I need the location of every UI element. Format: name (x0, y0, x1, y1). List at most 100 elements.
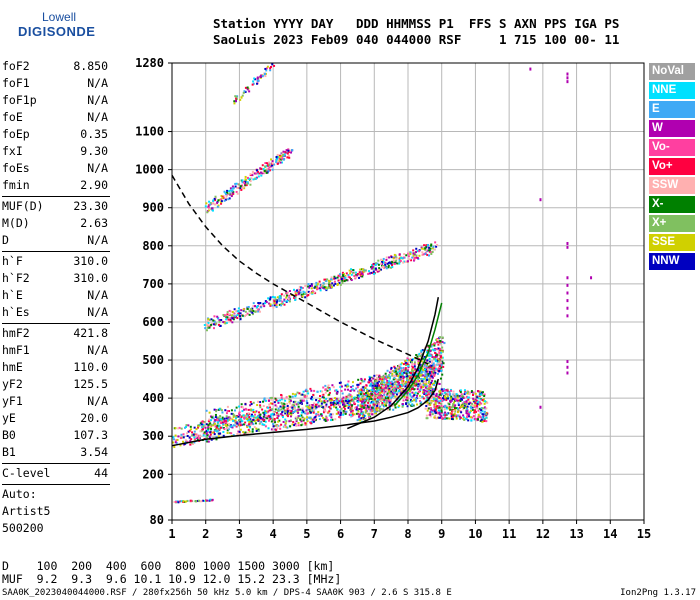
echo-point (343, 280, 346, 283)
echo-point (448, 403, 451, 406)
echo-point (239, 318, 242, 321)
echo-point (351, 409, 354, 412)
echo-point (282, 402, 285, 405)
echo-point (432, 371, 435, 374)
echo-point (244, 180, 247, 183)
echo-point (478, 391, 481, 394)
echo-point (432, 245, 435, 248)
echo-point (220, 198, 223, 201)
echo-point (392, 391, 395, 394)
echo-point (327, 384, 330, 387)
echo-point (413, 371, 416, 374)
echo-point (285, 292, 288, 295)
echo-point (248, 310, 251, 313)
echo-point (218, 424, 221, 427)
echo-point (398, 376, 401, 379)
plot-area (171, 62, 645, 521)
echo-point (410, 396, 413, 399)
echo-point (375, 408, 378, 411)
echo-point (265, 69, 268, 72)
echo-point (472, 394, 475, 397)
echo-point (264, 75, 267, 78)
echo-point (219, 426, 222, 429)
echo-point (374, 391, 377, 394)
param-value: N/A (87, 233, 108, 247)
echo-point (331, 413, 334, 416)
echo-point (462, 414, 465, 417)
echo-point (463, 396, 466, 399)
echo-point (420, 386, 423, 389)
echo-point (431, 400, 434, 403)
echo-point (359, 404, 362, 407)
echo-point (349, 394, 352, 397)
echo-point (286, 402, 289, 405)
echo-point (400, 383, 403, 386)
echo-point (363, 380, 366, 383)
echo-point (265, 410, 268, 413)
echo-point (430, 392, 433, 395)
echo-point (431, 247, 434, 250)
echo-point (212, 424, 215, 427)
echo-point (425, 366, 428, 369)
echo-point (468, 392, 471, 395)
echo-point (205, 202, 208, 205)
echo-point (208, 411, 211, 414)
param-row: yE 20.0 (2, 410, 110, 427)
echo-point (231, 185, 234, 188)
echo-point (228, 313, 231, 316)
echo-point (212, 431, 215, 434)
echo-point (401, 380, 404, 383)
echo-point (234, 421, 237, 424)
echo-point (378, 409, 381, 412)
echo-point (368, 404, 371, 407)
echo-point (480, 407, 483, 410)
echo-point (566, 76, 569, 80)
echo-point (350, 410, 353, 413)
echo-point (190, 428, 193, 431)
echo-point (425, 377, 428, 380)
echo-point (478, 415, 481, 418)
echo-point (195, 500, 198, 503)
echo-point (437, 347, 440, 350)
echo-point (377, 394, 380, 397)
echo-point (371, 265, 374, 268)
echo-point (268, 403, 271, 406)
echo-point (216, 416, 219, 419)
echo-point (468, 411, 471, 414)
echo-point (325, 286, 328, 289)
echo-point (429, 386, 432, 389)
echo-point (451, 410, 454, 413)
echo-point (405, 359, 408, 362)
echo-point (317, 287, 320, 290)
echo-point (248, 177, 251, 180)
echo-point (437, 400, 440, 403)
echo-point (401, 383, 404, 386)
echo-point (226, 427, 229, 430)
echo-point (208, 206, 211, 209)
param-value: 2.90 (80, 178, 108, 192)
echo-point (391, 264, 394, 267)
echo-point (173, 446, 176, 449)
echo-point (435, 388, 438, 391)
echo-point (322, 286, 325, 289)
echo-point (385, 375, 388, 378)
echo-point (302, 410, 305, 413)
echo-point (301, 295, 304, 298)
echo-point (344, 275, 347, 278)
echo-point (222, 321, 225, 324)
echo-point (256, 172, 259, 175)
echo-point (420, 350, 423, 353)
echo-point (406, 370, 409, 373)
echo-point (269, 417, 272, 420)
echo-point (370, 411, 373, 414)
echo-point (186, 432, 189, 435)
echo-point (375, 412, 378, 415)
echo-point (310, 283, 313, 286)
echo-point (398, 374, 401, 377)
echo-point (413, 377, 416, 380)
echo-point (392, 378, 395, 381)
echo-point (313, 286, 316, 289)
echo-point (402, 388, 405, 391)
echo-point (313, 291, 316, 294)
echo-point (293, 407, 296, 410)
